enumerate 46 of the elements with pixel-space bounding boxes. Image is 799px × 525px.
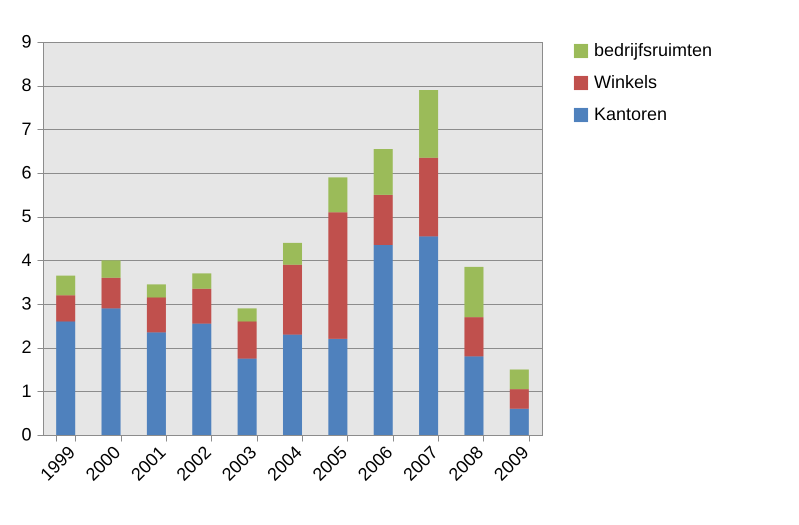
bar	[56, 276, 76, 296]
bar	[146, 284, 166, 298]
y-tick-label: 7	[21, 118, 32, 139]
bar	[464, 317, 484, 356]
bar	[510, 408, 529, 435]
bar	[464, 266, 484, 318]
bar	[282, 242, 302, 265]
y-tick-label: 0	[21, 424, 32, 444]
bar	[146, 297, 166, 332]
bar	[282, 264, 302, 335]
bar	[238, 308, 257, 322]
bar	[146, 332, 166, 435]
y-tick-label: 1	[21, 380, 32, 401]
bar	[56, 295, 76, 322]
bar	[374, 194, 393, 246]
bar	[510, 370, 529, 390]
bar	[374, 148, 393, 195]
bar	[510, 389, 529, 409]
bar	[374, 245, 393, 435]
y-tick-label: 3	[21, 294, 32, 314]
bar	[192, 273, 212, 289]
bar	[192, 288, 212, 324]
bar	[102, 308, 121, 435]
bar	[419, 158, 438, 236]
bar	[464, 356, 484, 435]
bar	[102, 260, 121, 278]
y-tick-label: 4	[21, 250, 32, 270]
legend-label: Kantoren	[594, 104, 668, 124]
bar	[238, 321, 257, 359]
bar	[192, 324, 212, 435]
bar	[56, 321, 76, 435]
bar	[419, 90, 438, 158]
bar	[419, 236, 438, 435]
y-tick-label: 5	[21, 206, 32, 226]
bar	[328, 177, 348, 212]
y-tick-label: 9	[21, 32, 32, 52]
bar	[282, 334, 302, 435]
y-tick-label: 2	[21, 337, 32, 358]
y-tick-label: 8	[21, 75, 32, 96]
y-tick-label: 6	[21, 162, 32, 182]
bar	[328, 212, 348, 339]
bar	[102, 278, 121, 308]
bar	[328, 338, 348, 435]
bar	[238, 358, 257, 435]
legend-label: bedrijfsruimten	[594, 40, 712, 60]
legend-label: Winkels	[594, 72, 658, 92]
